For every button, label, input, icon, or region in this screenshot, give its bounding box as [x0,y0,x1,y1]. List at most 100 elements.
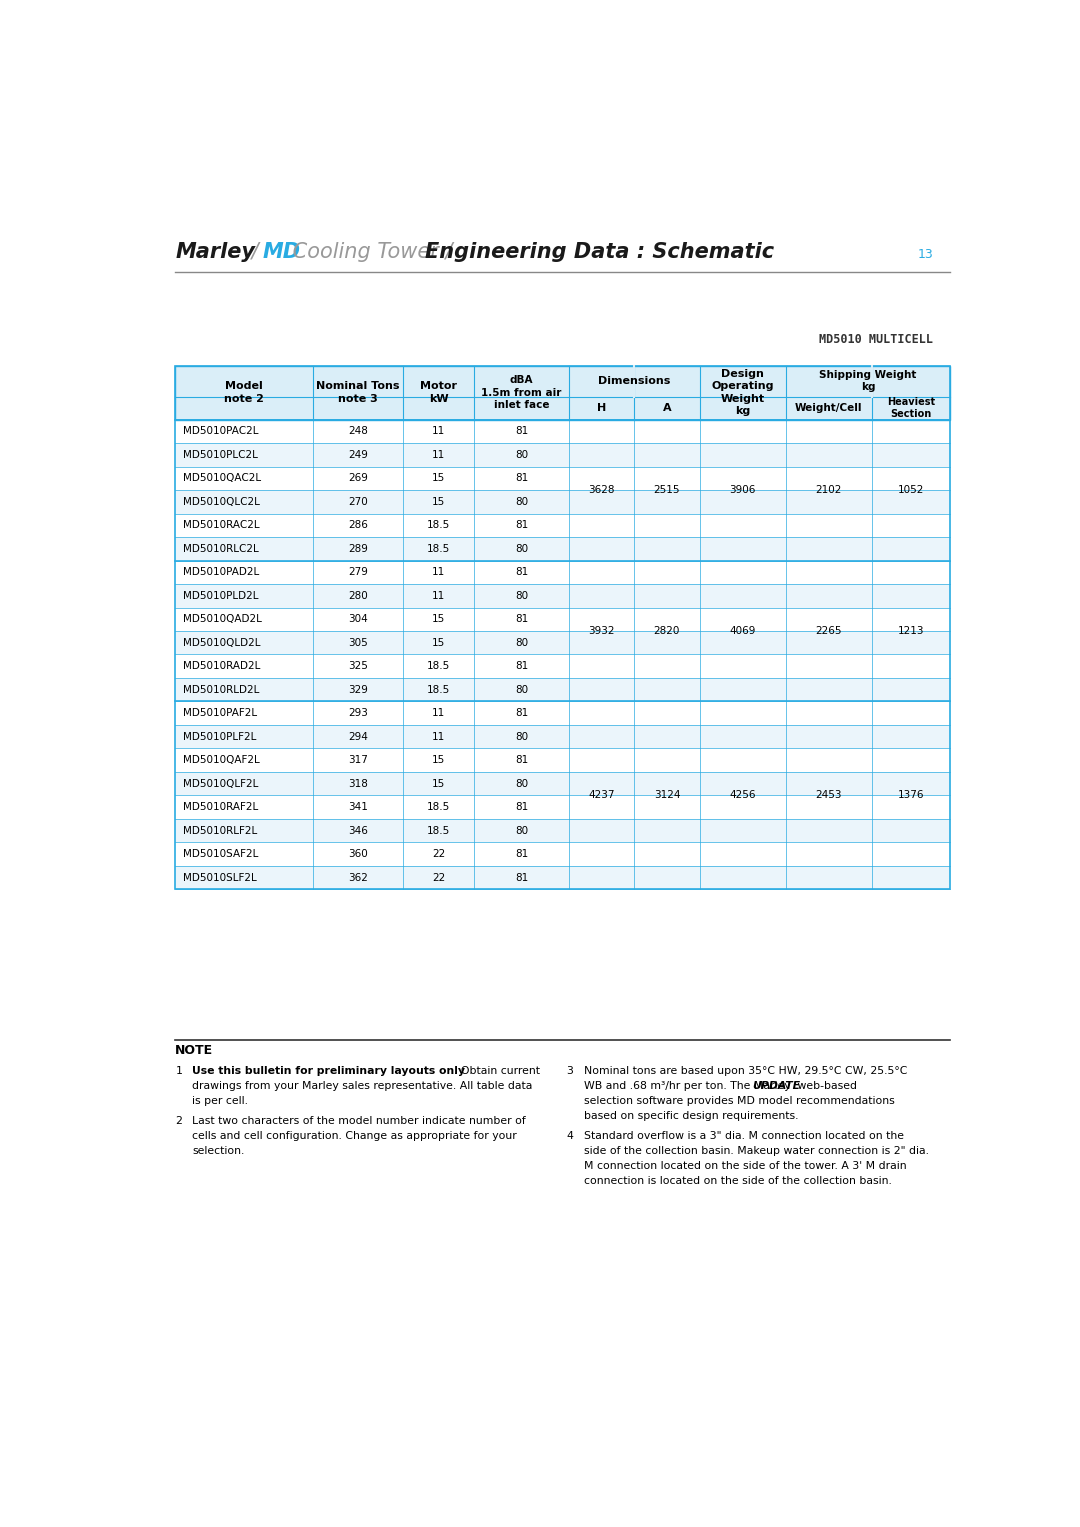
Text: 318: 318 [348,779,368,788]
Text: 80: 80 [515,496,528,507]
Text: 81: 81 [515,709,528,718]
Text: 3906: 3906 [729,486,756,495]
Text: MD5010RLD2L: MD5010RLD2L [183,684,259,695]
Text: 341: 341 [348,802,368,812]
Text: 81: 81 [515,802,528,812]
Text: 11: 11 [432,731,445,742]
Text: MD5010PAD2L: MD5010PAD2L [183,568,259,577]
Text: 18.5: 18.5 [427,684,450,695]
Text: 80: 80 [515,731,528,742]
Text: MD5010QAD2L: MD5010QAD2L [183,614,262,625]
Text: connection is located on the side of the collection basin.: connection is located on the side of the… [583,1176,892,1186]
Text: 294: 294 [348,731,368,742]
Text: 4256: 4256 [729,791,756,800]
Bar [175,748,950,773]
Bar [175,513,950,538]
Text: MD5010QLC2L: MD5010QLC2L [183,496,260,507]
Bar [175,420,950,889]
Text: 2: 2 [175,1116,183,1125]
Text: 3628: 3628 [589,486,615,495]
Text: 325: 325 [348,661,368,672]
Text: MD5010PLC2L: MD5010PLC2L [183,450,258,460]
Text: 1376: 1376 [897,791,924,800]
Bar [175,655,950,678]
Text: Model
note 2: Model note 2 [225,382,264,403]
Text: 1213: 1213 [897,626,924,635]
Bar [175,631,950,655]
Text: . Obtain current: . Obtain current [455,1066,540,1075]
Bar [175,467,950,490]
Text: 15: 15 [432,756,445,765]
Text: MD5010SLF2L: MD5010SLF2L [183,872,257,883]
Text: 81: 81 [515,568,528,577]
Text: 11: 11 [432,709,445,718]
Text: MD5010QAC2L: MD5010QAC2L [183,473,261,484]
Bar [175,866,950,889]
Text: 18.5: 18.5 [427,661,450,672]
Bar [175,538,950,560]
Text: MD5010RLF2L: MD5010RLF2L [183,826,257,835]
Text: 289: 289 [348,544,368,554]
Text: Standard overflow is a 3" dia. M connection located on the: Standard overflow is a 3" dia. M connect… [583,1132,904,1141]
Text: 248: 248 [348,426,368,437]
Text: UPDATE: UPDATE [753,1081,800,1090]
Bar [175,366,950,420]
Text: 13: 13 [918,247,933,261]
Text: 15: 15 [432,496,445,507]
Text: MD: MD [262,241,300,263]
Bar [175,818,950,843]
Text: is per cell.: is per cell. [192,1096,248,1106]
Text: Marley: Marley [175,241,255,263]
Text: 1: 1 [175,1066,183,1075]
Text: /: / [245,241,266,263]
Text: 305: 305 [349,638,368,647]
Text: 81: 81 [515,872,528,883]
Text: Shipping Weight
kg: Shipping Weight kg [820,370,917,392]
Text: Heaviest
Section: Heaviest Section [887,397,935,418]
Text: 15: 15 [432,638,445,647]
Bar [175,843,950,866]
Text: 80: 80 [515,544,528,554]
Bar [175,560,950,583]
Text: 81: 81 [515,661,528,672]
Text: MD5010RLC2L: MD5010RLC2L [183,544,259,554]
Bar [175,773,950,796]
Text: 2265: 2265 [815,626,841,635]
Text: side of the collection basin. Makeup water connection is 2" dia.: side of the collection basin. Makeup wat… [583,1147,929,1156]
Text: Weight/Cell: Weight/Cell [795,403,862,414]
Text: M connection located on the side of the tower. A 3' M drain: M connection located on the side of the … [583,1161,906,1171]
Text: MD5010PAF2L: MD5010PAF2L [183,709,257,718]
Text: 4237: 4237 [589,791,615,800]
Text: 360: 360 [349,849,368,860]
Text: 80: 80 [515,591,528,600]
Text: MD5010RAF2L: MD5010RAF2L [183,802,258,812]
Text: 81: 81 [515,756,528,765]
Text: 11: 11 [432,591,445,600]
Text: 11: 11 [432,568,445,577]
Text: 18.5: 18.5 [427,826,450,835]
Text: 81: 81 [515,849,528,860]
Text: 3: 3 [567,1066,573,1075]
Text: based on specific design requirements.: based on specific design requirements. [583,1110,798,1121]
Text: 346: 346 [348,826,368,835]
Text: 80: 80 [515,684,528,695]
Text: Nominal tons are based upon 35°C HW, 29.5°C CW, 25.5°C: Nominal tons are based upon 35°C HW, 29.… [583,1066,907,1075]
Text: 15: 15 [432,473,445,484]
Text: MD5010 MULTICELL: MD5010 MULTICELL [820,333,933,345]
Text: 270: 270 [349,496,368,507]
Text: 22: 22 [432,849,445,860]
Text: selection software provides MD model recommendations: selection software provides MD model rec… [583,1096,894,1106]
Text: 3124: 3124 [653,791,680,800]
Text: 81: 81 [515,426,528,437]
Text: H: H [597,403,606,414]
Bar [175,701,950,725]
Text: MD5010PLF2L: MD5010PLF2L [183,731,256,742]
Text: selection.: selection. [192,1147,245,1156]
Text: 293: 293 [348,709,368,718]
Text: Nominal Tons
note 3: Nominal Tons note 3 [316,382,400,403]
Text: Use this bulletin for preliminary layouts only: Use this bulletin for preliminary layout… [192,1066,465,1075]
Text: 81: 81 [515,521,528,530]
Text: 15: 15 [432,614,445,625]
Bar [175,366,950,420]
Text: dBA
1.5m from air
inlet face: dBA 1.5m from air inlet face [482,376,562,411]
